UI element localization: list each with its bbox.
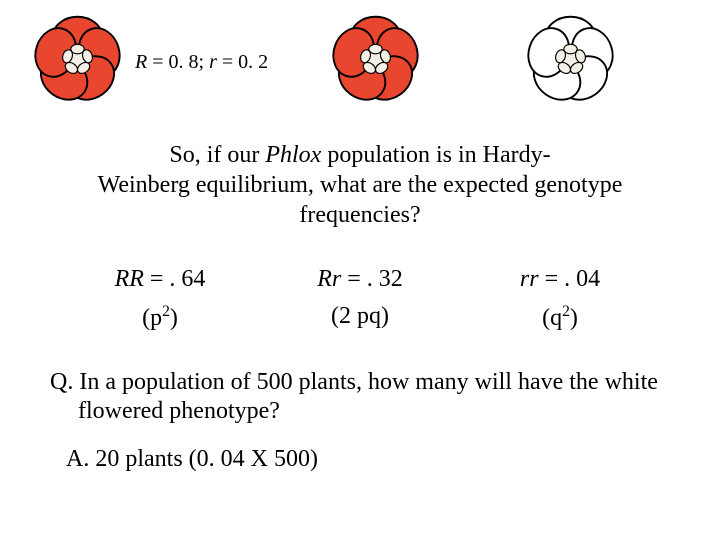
flower-red-1 bbox=[30, 12, 125, 112]
genotype-RR-formula-post: ) bbox=[170, 305, 178, 331]
main-q-post: population is in Hardy- bbox=[321, 142, 550, 168]
genotype-Rr-formula-pre: (2 pq) bbox=[331, 303, 389, 329]
flower-white bbox=[523, 12, 618, 112]
genotype-Rr-eq: = . 32 bbox=[341, 266, 403, 292]
main-q-line2: Weinberg equilibrium, what are the expec… bbox=[98, 172, 623, 198]
genotypes-row: RR = . 64 (p2) Rr = . 32 (2 pq) rr = . 0… bbox=[0, 266, 720, 332]
main-q-em: Phlox bbox=[265, 142, 321, 168]
genotype-rr-formula-pre: (q bbox=[542, 305, 562, 331]
genotype-RR-eq: = . 64 bbox=[144, 266, 206, 292]
allele-frequency-label: R = 0. 8; r = 0. 2 bbox=[135, 51, 268, 74]
main-question-text: So, if our Phlox population is in Hardy-… bbox=[0, 140, 720, 230]
flowers-row: R = 0. 8; r = 0. 2 bbox=[0, 0, 720, 112]
allele-r-symbol: r bbox=[209, 51, 217, 73]
genotype-Rr-formula: (2 pq) bbox=[260, 303, 460, 330]
genotype-RR-freq: RR = . 64 bbox=[60, 266, 260, 293]
question-text: Q. In a population of 500 plants, how ma… bbox=[28, 368, 720, 426]
genotype-rr-sym: rr bbox=[520, 266, 539, 292]
genotype-rr-eq: = . 04 bbox=[539, 266, 601, 292]
genotype-rr: rr = . 04 (q2) bbox=[460, 266, 660, 332]
genotype-rr-formula-post: ) bbox=[570, 305, 578, 331]
genotype-rr-freq: rr = . 04 bbox=[460, 266, 660, 293]
genotype-RR-formula: (p2) bbox=[60, 303, 260, 332]
genotype-Rr: Rr = . 32 (2 pq) bbox=[260, 266, 460, 332]
genotype-rr-formula-sup: 2 bbox=[562, 303, 570, 320]
allele-R-symbol: R bbox=[135, 51, 147, 73]
genotype-Rr-freq: Rr = . 32 bbox=[260, 266, 460, 293]
genotype-rr-formula: (q2) bbox=[460, 303, 660, 332]
genotype-RR: RR = . 64 (p2) bbox=[60, 266, 260, 332]
allele-r-value: = 0. 2 bbox=[217, 51, 268, 73]
genotype-RR-formula-pre: (p bbox=[142, 305, 162, 331]
genotype-RR-formula-sup: 2 bbox=[162, 303, 170, 320]
flower-red-2 bbox=[328, 12, 423, 112]
main-q-line3: frequencies? bbox=[299, 202, 420, 228]
main-q-pre: So, if our bbox=[169, 142, 265, 168]
genotype-Rr-sym: Rr bbox=[317, 266, 341, 292]
allele-R-value: = 0. 8; bbox=[147, 51, 209, 73]
answer-text: A. 20 plants (0. 04 X 500) bbox=[0, 446, 720, 473]
genotype-RR-sym: RR bbox=[115, 266, 144, 292]
